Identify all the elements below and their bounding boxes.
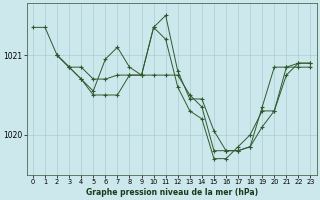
X-axis label: Graphe pression niveau de la mer (hPa): Graphe pression niveau de la mer (hPa) — [86, 188, 258, 197]
